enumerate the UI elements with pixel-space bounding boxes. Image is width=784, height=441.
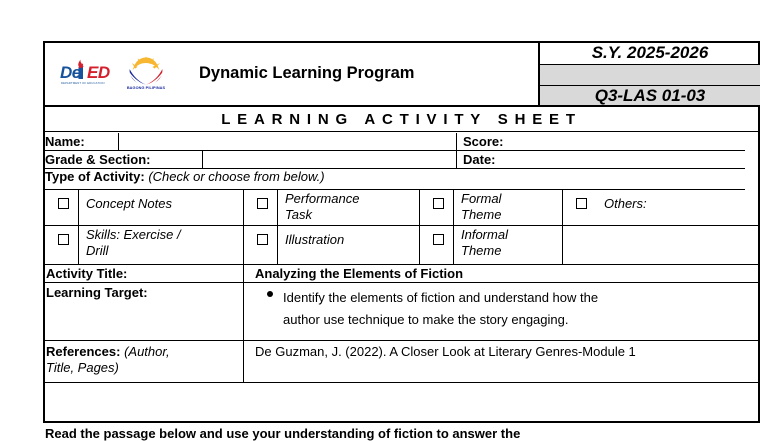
- svg-text:ED: ED: [87, 63, 110, 82]
- svg-text:De: De: [60, 63, 81, 82]
- svg-text:DEPARTMENT OF EDUCATION: DEPARTMENT OF EDUCATION: [61, 81, 105, 85]
